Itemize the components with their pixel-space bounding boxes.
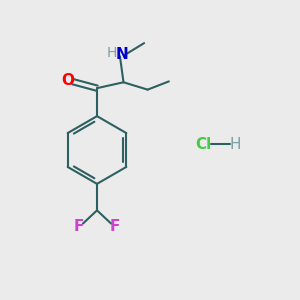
Text: Cl: Cl xyxy=(195,136,211,152)
Text: F: F xyxy=(110,219,120,234)
Text: H: H xyxy=(106,46,117,59)
Text: N: N xyxy=(116,47,128,62)
Text: F: F xyxy=(74,219,84,234)
Text: H: H xyxy=(230,136,241,152)
Text: O: O xyxy=(61,73,74,88)
